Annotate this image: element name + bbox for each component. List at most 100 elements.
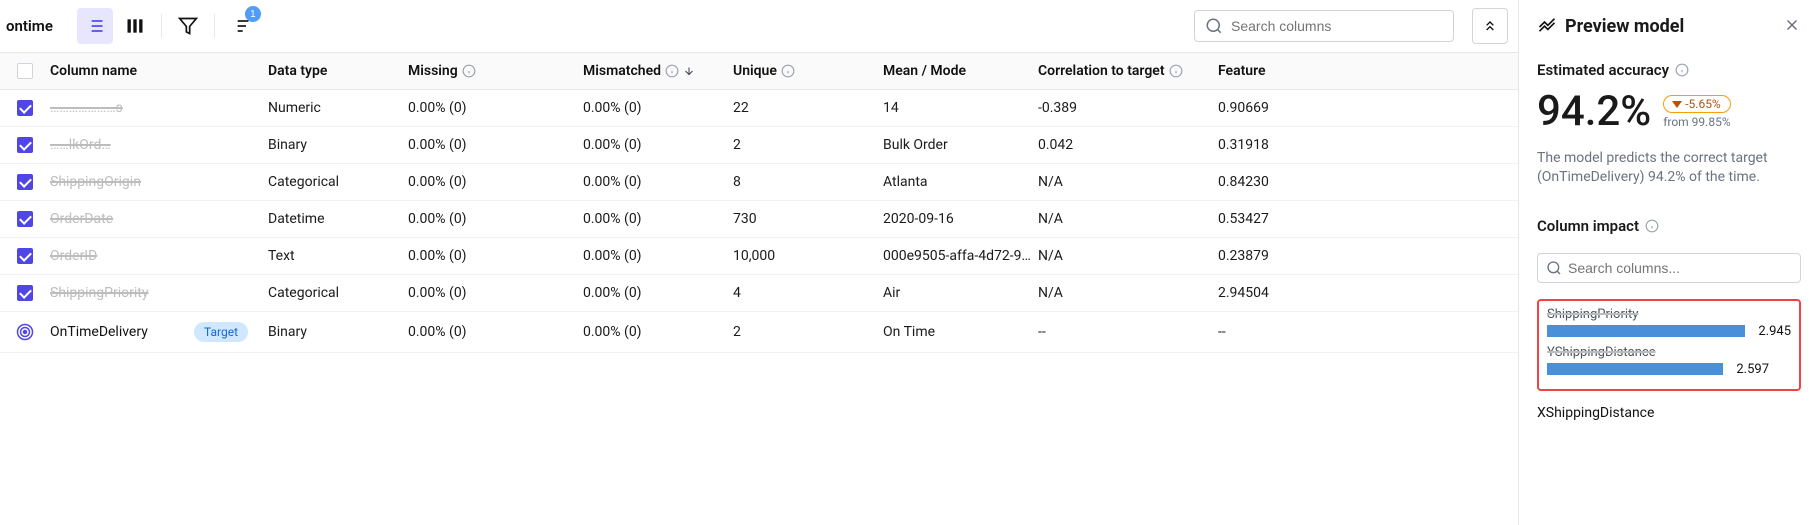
- table-row[interactable]: …………………sNumeric0.00% (0)0.00% (0)2214-0.…: [0, 90, 1518, 127]
- select-all-checkbox[interactable]: [17, 63, 33, 79]
- cell-mismatched: 0.00% (0): [583, 324, 733, 340]
- search-columns[interactable]: [1194, 10, 1454, 42]
- cell-data-type: Numeric: [268, 100, 408, 116]
- cell-missing: 0.00% (0): [408, 137, 583, 153]
- search-input[interactable]: [1231, 18, 1443, 34]
- cell-unique: 4: [733, 285, 883, 301]
- row-checkbox[interactable]: [17, 285, 33, 301]
- impact-search[interactable]: [1537, 253, 1801, 283]
- table-row[interactable]: OrderIDText0.00% (0)0.00% (0)10,000000e9…: [0, 238, 1518, 275]
- impact-item-name: ShippingPriority: [1547, 307, 1791, 322]
- list-icon: [85, 16, 105, 36]
- column-name-text: OrderID: [50, 248, 97, 264]
- row-checkbox[interactable]: [17, 137, 33, 153]
- table-row[interactable]: OnTimeDeliveryTargetBinary0.00% (0)0.00%…: [0, 312, 1518, 353]
- cell-mismatched: 0.00% (0): [583, 174, 733, 190]
- panel-title: Preview model: [1565, 16, 1775, 37]
- filter-icon: [178, 16, 198, 36]
- header-data-type[interactable]: Data type: [268, 63, 327, 79]
- cell-unique: 8: [733, 174, 883, 190]
- close-icon: [1783, 16, 1801, 34]
- target-icon: [16, 323, 34, 341]
- header-column-name[interactable]: Column name: [50, 63, 137, 79]
- impact-value: 2.597: [1729, 362, 1769, 377]
- impact-bar: [1547, 363, 1723, 375]
- model-icon: [1537, 17, 1557, 37]
- cell-data-type: Categorical: [268, 174, 408, 190]
- row-checkbox[interactable]: [17, 100, 33, 116]
- column-name-text: ShippingOrigin: [50, 174, 141, 190]
- cell-mean-mode: 000e9505-affa-4d72-9…: [883, 248, 1038, 264]
- header-unique[interactable]: Unique: [733, 63, 777, 79]
- toolbar-separator: [214, 14, 215, 38]
- cell-correlation: N/A: [1038, 248, 1218, 264]
- cell-mean-mode: On Time: [883, 324, 1038, 340]
- collapse-panel-button[interactable]: [1472, 8, 1508, 44]
- cell-data-type: Binary: [268, 324, 408, 340]
- filter-button[interactable]: [170, 8, 206, 44]
- impact-item[interactable]: ShippingPriority 2.945: [1547, 307, 1791, 339]
- cell-feature: 0.53427: [1218, 211, 1298, 227]
- cell-feature: 0.84230: [1218, 174, 1298, 190]
- table-row[interactable]: OrderDateDatetime0.00% (0)0.00% (0)73020…: [0, 201, 1518, 238]
- cell-missing: 0.00% (0): [408, 211, 583, 227]
- triangle-down-icon: [1672, 99, 1682, 109]
- columns-table: Column name Data type Missing Mismatched…: [0, 53, 1518, 525]
- sort-button[interactable]: 1: [223, 8, 259, 44]
- column-name-text: ShippingPriority: [50, 285, 148, 301]
- list-view-button[interactable]: [77, 8, 113, 44]
- toolbar: ontime 1: [0, 0, 1518, 53]
- cell-mean-mode: Bulk Order: [883, 137, 1038, 153]
- table-row[interactable]: ShippingOriginCategorical0.00% (0)0.00% …: [0, 164, 1518, 201]
- dataset-title: ontime: [6, 17, 53, 35]
- impact-value: 2.945: [1751, 324, 1791, 339]
- impact-search-input[interactable]: [1568, 260, 1792, 276]
- impact-item-name: YShippingDistance: [1547, 345, 1791, 360]
- table-row[interactable]: ……lkOrd…Binary0.00% (0)0.00% (0)2Bulk Or…: [0, 127, 1518, 164]
- cell-missing: 0.00% (0): [408, 174, 583, 190]
- cell-correlation: -0.389: [1038, 100, 1218, 116]
- cell-feature: 0.23879: [1218, 248, 1298, 264]
- cell-unique: 2: [733, 324, 883, 340]
- table-header: Column name Data type Missing Mismatched…: [0, 53, 1518, 90]
- cell-unique: 10,000: [733, 248, 883, 264]
- cell-feature: 0.31918: [1218, 137, 1298, 153]
- impact-highlight-box: ShippingPriority 2.945 YShippingDistance 2.…: [1537, 299, 1801, 391]
- grid-view-button[interactable]: [117, 8, 153, 44]
- cell-missing: 0.00% (0): [408, 100, 583, 116]
- cell-mean-mode: Atlanta: [883, 174, 1038, 190]
- cell-data-type: Categorical: [268, 285, 408, 301]
- cell-mismatched: 0.00% (0): [583, 137, 733, 153]
- header-mismatched[interactable]: Mismatched: [583, 63, 661, 79]
- cell-data-type: Text: [268, 248, 408, 264]
- info-icon: [781, 64, 795, 78]
- row-checkbox[interactable]: [17, 248, 33, 264]
- accuracy-description: The model predicts the correct target (O…: [1537, 149, 1801, 187]
- close-panel-button[interactable]: [1783, 16, 1801, 37]
- impact-item[interactable]: YShippingDistance 2.597: [1547, 345, 1791, 377]
- table-row[interactable]: ShippingPriorityCategorical0.00% (0)0.00…: [0, 275, 1518, 312]
- column-name-text: OnTimeDelivery: [50, 324, 148, 340]
- delta-value: -5.65%: [1685, 97, 1721, 111]
- accuracy-from: from 99.85%: [1663, 115, 1730, 129]
- chevron-double-up-icon: [1482, 18, 1498, 34]
- impact-bar: [1547, 325, 1745, 337]
- columns-icon: [125, 16, 145, 36]
- accuracy-value: 94.2%: [1537, 91, 1651, 133]
- header-feature[interactable]: Feature: [1218, 63, 1266, 79]
- estimated-accuracy-label: Estimated accuracy: [1537, 61, 1669, 79]
- cell-mismatched: 0.00% (0): [583, 285, 733, 301]
- info-icon: [1169, 64, 1183, 78]
- info-icon: [462, 64, 476, 78]
- header-missing[interactable]: Missing: [408, 63, 458, 79]
- cell-mismatched: 0.00% (0): [583, 211, 733, 227]
- row-checkbox[interactable]: [17, 211, 33, 227]
- cell-missing: 0.00% (0): [408, 324, 583, 340]
- header-correlation[interactable]: Correlation to target: [1038, 63, 1165, 79]
- cell-missing: 0.00% (0): [408, 285, 583, 301]
- cell-missing: 0.00% (0): [408, 248, 583, 264]
- header-mean-mode[interactable]: Mean / Mode: [883, 63, 966, 79]
- cell-correlation: N/A: [1038, 285, 1218, 301]
- cell-mean-mode: 2020-09-16: [883, 211, 1038, 227]
- row-checkbox[interactable]: [17, 174, 33, 190]
